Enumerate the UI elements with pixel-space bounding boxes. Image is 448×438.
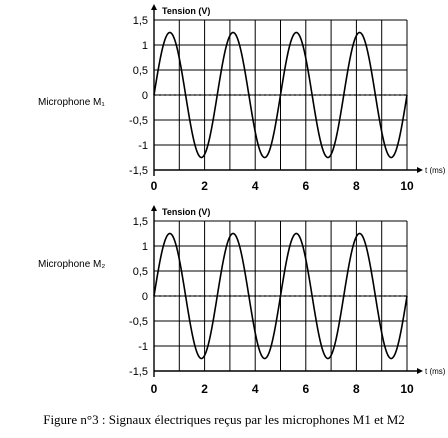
x-axis-title: t (ms) bbox=[425, 166, 446, 175]
label-microphone-m2: Microphone M₂ bbox=[38, 259, 106, 270]
y-axis-arrow bbox=[151, 205, 157, 211]
y-axis-title: Tension (V) bbox=[162, 6, 210, 16]
x-tick-label: 8 bbox=[353, 382, 360, 396]
x-tick-label: 6 bbox=[302, 179, 309, 193]
y-tick-label: -1,5 bbox=[129, 366, 148, 378]
x-tick-label: 2 bbox=[201, 382, 208, 396]
label-microphone-m1: Microphone M₁ bbox=[38, 97, 105, 108]
y-tick-label: 0 bbox=[142, 90, 148, 102]
y-tick-label: 1 bbox=[142, 241, 148, 253]
y-tick-label: 1,5 bbox=[133, 15, 148, 27]
figure-caption: Figure n°3 : Signaux électriques reçus p… bbox=[43, 412, 405, 427]
y-tick-label: 0 bbox=[142, 291, 148, 303]
y-tick-label: -1 bbox=[138, 140, 148, 152]
x-tick-label: 10 bbox=[400, 179, 414, 193]
y-tick-label: -1 bbox=[138, 341, 148, 353]
x-axis-title: t (ms) bbox=[425, 367, 446, 376]
x-tick-label: 0 bbox=[151, 382, 158, 396]
series-line bbox=[153, 232, 408, 360]
x-axis-arrow bbox=[417, 368, 423, 374]
y-tick-label: 1,5 bbox=[133, 216, 148, 228]
y-tick-label: 0,5 bbox=[133, 65, 148, 77]
x-tick-label: 10 bbox=[400, 382, 414, 396]
y-tick-label: -0,5 bbox=[129, 316, 148, 328]
y-axis-arrow bbox=[151, 4, 157, 10]
x-axis-arrow bbox=[417, 167, 423, 173]
y-tick-label: 1 bbox=[142, 40, 148, 52]
y-tick-label: 0,5 bbox=[133, 266, 148, 278]
y-tick-label: -0,5 bbox=[129, 115, 148, 127]
y-axis-title: Tension (V) bbox=[162, 207, 210, 217]
x-tick-label: 4 bbox=[252, 179, 259, 193]
x-tick-label: 6 bbox=[302, 382, 309, 396]
series-line bbox=[153, 31, 408, 159]
x-tick-label: 0 bbox=[151, 179, 158, 193]
x-tick-label: 2 bbox=[201, 179, 208, 193]
y-tick-label: -1,5 bbox=[129, 165, 148, 177]
x-tick-label: 4 bbox=[252, 382, 259, 396]
x-tick-label: 8 bbox=[353, 179, 360, 193]
